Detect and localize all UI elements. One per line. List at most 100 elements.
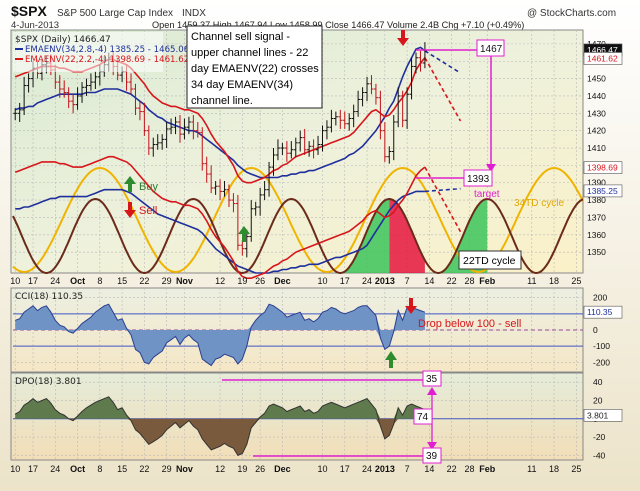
- dpo-down-arrow-icon: [427, 442, 437, 450]
- target-drop-arrow-icon: [486, 164, 496, 172]
- x-tick-label: 15: [117, 464, 127, 474]
- x-tick-label: Feb: [479, 464, 496, 474]
- x-tick-label: 10: [10, 464, 20, 474]
- x-tick-label: 24: [362, 276, 372, 286]
- x-tick-label: Dec: [274, 276, 291, 286]
- x-tick-label: 25: [571, 276, 581, 286]
- cci-sell-arrow-icon: [405, 298, 417, 314]
- dpo-35-box: [422, 370, 442, 387]
- price-tick-label: 1410: [587, 143, 606, 153]
- price-tick-label: 1450: [587, 74, 606, 84]
- x-tick-label: Nov: [176, 276, 193, 286]
- sell-label: Sell: [139, 205, 157, 217]
- cycle22-box: [458, 250, 522, 270]
- price-tick-label: 1390: [587, 178, 606, 188]
- x-tick-label: 12: [215, 276, 225, 286]
- badge-cci-box: [583, 305, 623, 319]
- ema34-lower-line-projection: [424, 187, 461, 193]
- cci-positive-area: [15, 304, 425, 330]
- x-tick-label: Oct: [70, 464, 85, 474]
- x-tick-label: 11: [527, 276, 536, 286]
- target-caption: target: [474, 189, 500, 200]
- cci-tick-label: -200: [593, 357, 610, 367]
- x-tick-label: Oct: [70, 276, 85, 286]
- x-tick-label: 12: [215, 464, 225, 474]
- x-tick-label: 14: [424, 464, 434, 474]
- cycle22-label: 22TD cycle: [463, 255, 516, 267]
- dpo-39-label: 39: [426, 451, 438, 462]
- cycle-22td-line: [12, 197, 584, 275]
- channel-note-line-2: upper channel lines - 22: [191, 47, 308, 59]
- x-tick-label: Dec: [274, 464, 291, 474]
- x-tick-label: 17: [340, 276, 350, 286]
- dpo-tick-label: 40: [593, 377, 603, 387]
- dpo-74-label: 74: [417, 412, 429, 423]
- x-tick-label: 29: [162, 464, 172, 474]
- sell-arrow-icon: [124, 202, 136, 218]
- cci-tick-label: 200: [593, 293, 607, 303]
- cci-note: Drop below 100 - sell: [418, 318, 521, 330]
- dpo-35-label: 35: [426, 374, 438, 385]
- x-tick-label: 24: [50, 276, 60, 286]
- buy-sell-legend: Buy Sell: [124, 176, 158, 218]
- cci-negative-area: [15, 330, 425, 366]
- x-tick-label: 19: [237, 276, 247, 286]
- target-1393-label: 1393: [467, 174, 490, 185]
- channel-note-line-4: 34 day EMAENV(34): [191, 79, 293, 91]
- ema34-lower-line: [15, 188, 425, 274]
- x-tick-label: 22: [139, 464, 149, 474]
- x-tick-label: 24: [50, 464, 60, 474]
- x-tick-label: 22: [139, 276, 149, 286]
- dpo-positive-area: [15, 396, 425, 419]
- ema34-upper-line: [14, 46, 426, 179]
- x-tick-label: 17: [28, 276, 38, 286]
- x-tick-label: 18: [549, 464, 559, 474]
- x-tick-label: 7: [405, 276, 410, 286]
- x-tick-label: 18: [549, 276, 559, 286]
- dpo-line: [14, 396, 426, 457]
- ema22-upper-line-projection: [424, 57, 462, 122]
- x-tick-label: 19: [237, 464, 247, 474]
- cycle-fill-green: [344, 199, 390, 273]
- ema22-lower-line-projection: [424, 166, 462, 233]
- target-1467-label: 1467: [480, 44, 503, 55]
- dpo-tick-label: -40: [593, 450, 606, 460]
- legend-ema22: EMAENV(22,2.2,-4) 1398.69 - 1461.62: [25, 55, 189, 65]
- x-tick-label: 2013: [375, 276, 395, 286]
- sell-signal-arrow-icon: [397, 30, 409, 46]
- x-tick-label: 29: [162, 276, 172, 286]
- cci-legend: CCI(18) 110.35: [15, 292, 83, 302]
- x-tick-label: Feb: [479, 276, 496, 286]
- x-tick-label: 28: [464, 464, 474, 474]
- price-tick-label: 1360: [587, 230, 606, 240]
- x-tick-label: 7: [405, 464, 410, 474]
- legend-price: $SPX (Daily) 1466.47: [15, 35, 111, 45]
- badge-cci: 110.35: [587, 307, 613, 317]
- dpo-tick-label: 20: [593, 395, 603, 405]
- target-1393-box: [463, 169, 493, 187]
- x-tick-label: 2013: [375, 464, 395, 474]
- x-tick-label: 8: [97, 464, 102, 474]
- buy-label: Buy: [139, 181, 158, 193]
- cycle-fill-red: [389, 199, 425, 273]
- symbol-title: $SPX: [11, 3, 47, 19]
- badge-close: 1466.47: [587, 45, 618, 55]
- cci-tick-label: 0: [593, 325, 598, 335]
- cci-buy-arrow-icon: [385, 351, 397, 368]
- quote-line: Open 1459.37 High 1467.94 Low 1458.99 Cl…: [152, 20, 524, 30]
- badge-ema34-lower-box: [583, 184, 623, 198]
- x-tick-label: 26: [255, 464, 265, 474]
- legend-ema34: EMAENV(34,2.8,-4) 1385.25 - 1465.06: [25, 45, 189, 55]
- cci-line: [15, 303, 426, 367]
- price-tick-label: 1420: [587, 126, 606, 136]
- x-tick-label: 28: [464, 276, 474, 286]
- dpo-tick-label: -20: [593, 432, 606, 442]
- symbol-name: S&P 500 Large Cap Index: [57, 8, 173, 19]
- x-tick-label: 10: [317, 464, 327, 474]
- dpo-legend: DPO(18) 3.801: [15, 377, 82, 387]
- badge-dpo-box: [583, 409, 623, 422]
- x-tick-label: 10: [317, 276, 327, 286]
- copyright-label: @ StockCharts.com: [527, 8, 616, 19]
- x-tick-label: 24: [362, 464, 372, 474]
- badge-ema22-upper-box: [583, 52, 623, 65]
